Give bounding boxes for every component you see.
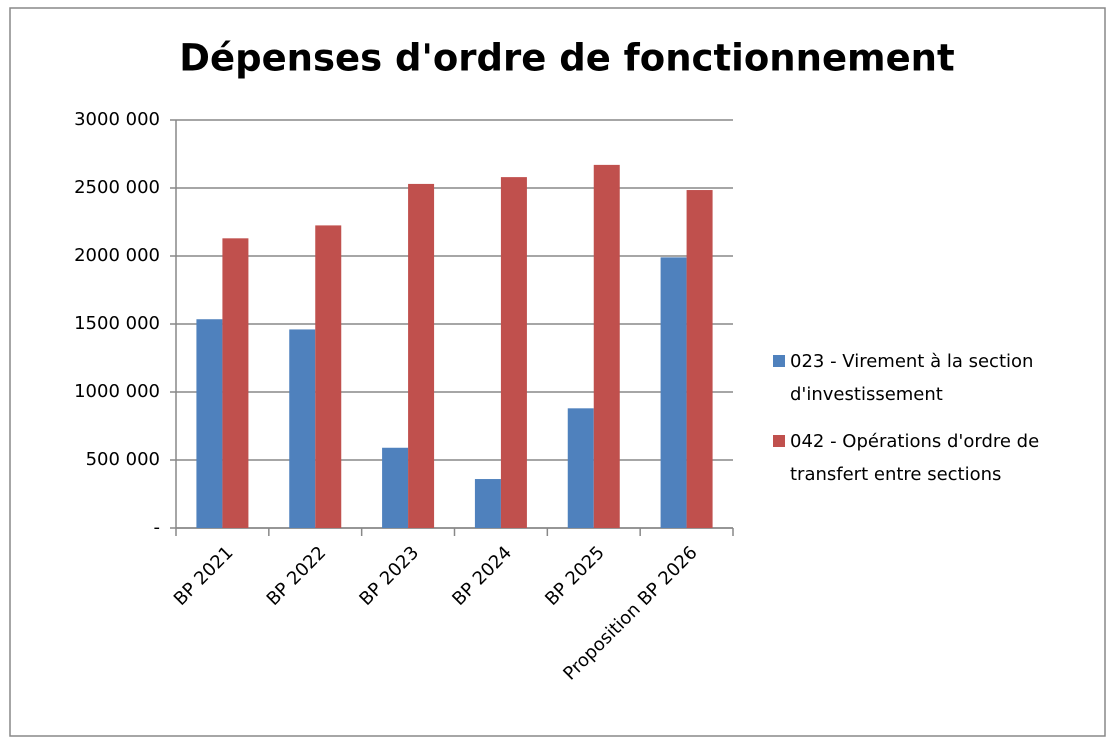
bar xyxy=(196,319,223,528)
x-tick-label: BP 2025 xyxy=(541,542,609,610)
bar xyxy=(567,408,594,528)
x-tick-label: BP 2023 xyxy=(355,542,423,610)
bar xyxy=(315,225,342,528)
y-tick-label: 2500 000 xyxy=(74,177,160,198)
bar xyxy=(500,177,527,528)
y-tick-label: - xyxy=(154,517,161,538)
y-tick-label: 2000 000 xyxy=(74,245,160,266)
legend-label: 023 - Virement à la section d'investisse… xyxy=(790,351,1034,405)
bar xyxy=(289,329,316,528)
y-tick-label: 1000 000 xyxy=(74,381,160,402)
bar xyxy=(593,164,620,528)
bar xyxy=(686,190,713,529)
x-tick-label: BP 2024 xyxy=(448,542,516,610)
x-tick-label: BP 2021 xyxy=(170,542,238,610)
bar xyxy=(660,257,687,528)
legend-swatch xyxy=(773,435,785,447)
y-tick-label: 500 000 xyxy=(86,449,160,470)
chart-border xyxy=(9,7,1106,737)
legend-label: 042 - Opérations d'ordre de transfert en… xyxy=(790,431,1040,485)
chart-title: Dépenses d'ordre de fonctionnement xyxy=(179,37,954,80)
y-tick-label: 3000 000 xyxy=(74,109,160,130)
bar xyxy=(408,183,435,529)
bar xyxy=(474,479,501,528)
y-tick-label: 1500 000 xyxy=(74,313,160,334)
legend-swatch xyxy=(773,355,785,367)
bar xyxy=(382,447,409,528)
bar xyxy=(222,238,249,528)
x-tick-label: BP 2022 xyxy=(263,542,331,610)
